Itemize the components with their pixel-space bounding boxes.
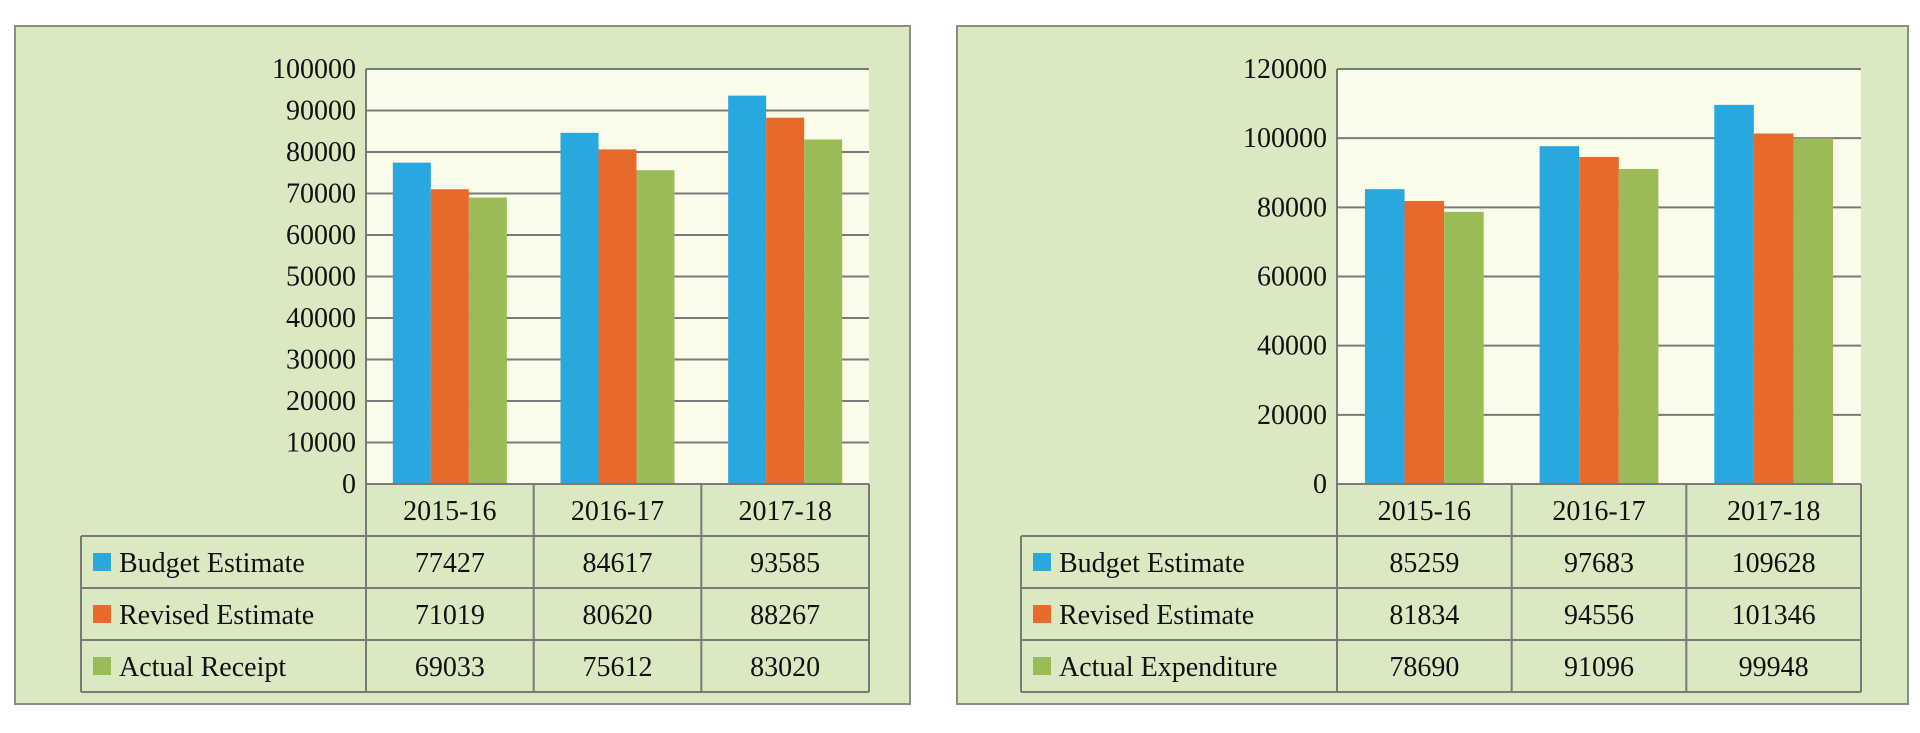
- bar-revised-estimate-2016-17: [598, 149, 637, 484]
- y-tick-label: 30000: [286, 345, 356, 376]
- category-label: 2017-18: [1727, 496, 1820, 527]
- bar-budget-estimate-2017-18: [728, 95, 767, 484]
- y-tick-label: 40000: [1257, 331, 1327, 362]
- table-value-cell: 81834: [1389, 600, 1459, 631]
- legend-series-name: Actual Expenditure: [1059, 652, 1277, 683]
- table-value-cell: 83020: [750, 652, 820, 683]
- receipts-chart: 0 10000 20000 30000 40000 50000 60000 70000 8000…: [80, 54, 870, 693]
- y-tick-label: 20000: [286, 386, 356, 417]
- y-tick-label: 0: [342, 469, 356, 500]
- category-label: 2016-17: [571, 496, 664, 527]
- legend-swatch: [1033, 553, 1051, 571]
- legend-swatch: [1033, 605, 1051, 623]
- table-value-cell: 109628: [1732, 548, 1816, 579]
- y-tick-label: 80000: [1257, 192, 1327, 223]
- bar-budget-estimate-2017-18: [1714, 104, 1754, 484]
- y-tick-label: 0: [1313, 469, 1327, 500]
- legend-swatch: [1033, 657, 1051, 675]
- y-tick-label: 10000: [286, 428, 356, 459]
- category-label: 2016-17: [1552, 496, 1645, 527]
- expenditure-chart-panel: 0 20000 40000 60000 80000 100000 120000 2015-16…: [956, 25, 1909, 705]
- y-tick-label: 50000: [286, 262, 356, 293]
- table-value-cell: 78690: [1389, 652, 1459, 683]
- bar-revised-estimate-2017-18: [766, 117, 805, 484]
- bar-actual-expenditure-2017-18: [1793, 138, 1834, 484]
- bar-budget-estimate-2016-17: [560, 132, 599, 484]
- table-value-cell: 77427: [415, 548, 485, 579]
- bar-actual-expenditure-2016-17: [1618, 168, 1659, 485]
- category-label: 2017-18: [739, 496, 832, 527]
- legend-swatch: [93, 553, 111, 571]
- table-value-cell: 85259: [1389, 548, 1459, 579]
- table-value-cell: 101346: [1732, 600, 1816, 631]
- y-tick-label: 70000: [286, 179, 356, 210]
- category-label: 2015-16: [1378, 496, 1471, 527]
- bar-actual-expenditure-2015-16: [1444, 211, 1484, 484]
- expenditure-chart: 0 20000 40000 60000 80000 100000 120000 2015-16…: [1020, 54, 1862, 693]
- bar-revised-estimate-2015-16: [430, 189, 469, 484]
- y-tick-label: 80000: [286, 137, 356, 168]
- bar-budget-estimate-2015-16: [392, 162, 431, 484]
- legend-series-name: Budget Estimate: [1059, 548, 1245, 579]
- y-tick-label: 60000: [286, 220, 356, 251]
- table-value-cell: 80620: [583, 600, 653, 631]
- table-value-cell: 99948: [1739, 652, 1809, 683]
- legend-series-name: Actual Receipt: [119, 652, 286, 683]
- legend-swatch: [93, 605, 111, 623]
- table-value-cell: 91096: [1564, 652, 1634, 683]
- y-tick-label: 100000: [1243, 123, 1327, 154]
- bar-actual-receipt-2015-16: [468, 197, 507, 484]
- legend-series-name: Revised Estimate: [119, 600, 314, 631]
- bar-revised-estimate-2015-16: [1404, 200, 1445, 484]
- y-tick-label: 90000: [286, 96, 356, 127]
- legend-series-name: Budget Estimate: [119, 548, 305, 579]
- y-tick-label: 40000: [286, 303, 356, 334]
- y-tick-label: 120000: [1243, 54, 1327, 85]
- y-tick-label: 20000: [1257, 400, 1327, 431]
- table-value-cell: 94556: [1564, 600, 1634, 631]
- receipts-chart-panel: 0 10000 20000 30000 40000 50000 60000 70000 8000…: [14, 25, 911, 705]
- legend-swatch: [93, 657, 111, 675]
- y-tick-label: 60000: [1257, 262, 1327, 293]
- bar-revised-estimate-2017-18: [1753, 133, 1794, 484]
- table-value-cell: 84617: [583, 548, 653, 579]
- bar-actual-receipt-2016-17: [636, 170, 675, 484]
- category-label: 2015-16: [403, 496, 496, 527]
- legend-series-name: Revised Estimate: [1059, 600, 1254, 631]
- table-value-cell: 88267: [750, 600, 820, 631]
- bar-budget-estimate-2015-16: [1364, 189, 1405, 484]
- table-value-cell: 97683: [1564, 548, 1634, 579]
- table-value-cell: 93585: [750, 548, 820, 579]
- y-tick-label: 100000: [272, 54, 356, 85]
- bar-revised-estimate-2016-17: [1579, 156, 1619, 484]
- bar-actual-receipt-2017-18: [804, 139, 843, 484]
- table-value-cell: 69033: [415, 652, 485, 683]
- bar-budget-estimate-2016-17: [1539, 146, 1580, 484]
- table-value-cell: 75612: [583, 652, 653, 683]
- table-value-cell: 71019: [415, 600, 485, 631]
